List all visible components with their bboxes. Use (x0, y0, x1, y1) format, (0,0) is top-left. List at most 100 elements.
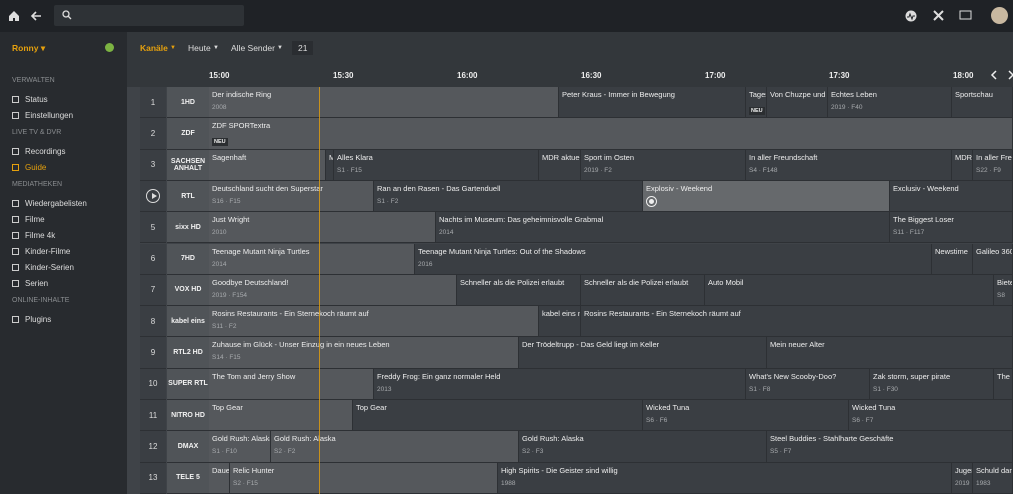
home-icon[interactable] (8, 10, 20, 22)
program[interactable]: Rosins Restaurants - Ein Sternekoch räum… (581, 306, 1013, 338)
program[interactable]: In aller Freu S22 · F9 (973, 149, 1013, 181)
nav-item[interactable]: Kinder-Filme (25, 247, 71, 256)
program[interactable]: Zak storm, super pirate S1 · F30 (870, 368, 994, 400)
channel-logo[interactable]: ZDF (167, 118, 209, 150)
program[interactable]: Freddy Frog: Ein ganz normaler Held 2013 (374, 368, 746, 400)
program[interactable]: Top Gear (209, 400, 353, 432)
program[interactable]: Schneller als die Polizei erlaubt (457, 274, 581, 307)
nav-item[interactable]: Wiedergabelisten (25, 199, 87, 208)
program[interactable]: MDR aktuell (539, 149, 581, 181)
program[interactable]: Daue (209, 462, 230, 494)
program[interactable]: Deutschland sucht den Superstar S16 · F15 (209, 180, 374, 213)
program[interactable]: kabel eins n (539, 306, 581, 338)
program-title: Von Chuzpe und S (770, 90, 828, 99)
program[interactable]: Von Chuzpe und S (767, 87, 828, 119)
nav-item[interactable]: Serien (25, 279, 49, 288)
program[interactable]: Peter Kraus - Immer in Bewegung (559, 87, 746, 119)
channel-logo[interactable]: sixx HD (167, 212, 209, 244)
next-arrow[interactable] (1006, 70, 1013, 80)
channel-logo[interactable]: 1HD (167, 87, 209, 119)
nav-item[interactable]: Guide (25, 163, 47, 172)
program[interactable]: Explosiv - Weekend (643, 180, 890, 213)
program-title: Jugen (955, 465, 972, 475)
program[interactable]: Nachts im Museum: Das geheimnisvolle Gra… (436, 212, 890, 244)
back-icon[interactable] (30, 10, 42, 22)
day-filter[interactable]: Heute (188, 43, 211, 53)
program[interactable]: Wicked Tuna S6 · F7 (849, 400, 1013, 432)
nav-item[interactable]: Plugins (25, 315, 52, 324)
channel-logo[interactable]: kabel eins (167, 306, 209, 338)
program[interactable]: Teenage Mutant Ninja Turtles 2014 (209, 243, 415, 275)
program[interactable]: Sportschau (952, 87, 1013, 119)
activity-icon[interactable] (905, 10, 917, 22)
group-filter[interactable]: Alle Sender (231, 43, 275, 53)
program[interactable]: Galileo 360 (973, 243, 1013, 275)
program[interactable]: What's New Scooby-Doo? S1 · F8 (746, 368, 870, 400)
nav-item[interactable]: Filme (25, 215, 45, 224)
channel-logo[interactable]: 7HD (167, 243, 209, 275)
program[interactable]: Jugen 2019 (952, 462, 973, 494)
program[interactable]: The Biggest Loser S11 · F117 (890, 212, 1013, 244)
channel-logo[interactable]: DMAX (167, 431, 209, 463)
channel-logo[interactable]: RTL (167, 180, 209, 213)
channel-logo[interactable]: TELE 5 (167, 462, 209, 494)
program-title: The Tom and Jerry Show (212, 371, 296, 381)
avatar[interactable] (991, 7, 1008, 24)
channel-logo[interactable]: SACHSEN ANHALT (167, 149, 209, 181)
channel-logo[interactable]: RTL2 HD (167, 337, 209, 369)
prev-arrow[interactable] (989, 70, 999, 80)
program[interactable]: Wicked Tuna S6 · F6 (643, 400, 849, 432)
user-name[interactable]: Ronny ▾ (12, 43, 46, 53)
program[interactable]: Sport im Osten 2019 · F2 (581, 149, 746, 181)
program[interactable]: Steel Buddies - Stahlharte Geschäfte S5 ·… (767, 431, 1013, 463)
search-box[interactable] (54, 5, 244, 26)
program[interactable]: Rosins Restaurants - Ein Sternekoch räum… (209, 306, 539, 338)
program[interactable]: Just Wright 2010 (209, 212, 436, 244)
channel-number-label: 10 (148, 379, 158, 389)
program[interactable]: Echtes Leben 2019 · F40 (828, 87, 952, 119)
program[interactable]: Schneller als die Polizei erlaubt (581, 274, 705, 307)
nav-item[interactable]: Status (25, 95, 48, 104)
program[interactable]: Gold Rush: Alaska S2 · F3 (519, 431, 767, 463)
program[interactable]: Sagenhaft (209, 149, 326, 181)
program[interactable]: High Spirits - Die Geister sind willig 19… (498, 462, 952, 494)
program[interactable]: M (326, 149, 334, 181)
program[interactable]: Teenage Mutant Ninja Turtles: Out of the… (415, 243, 932, 275)
program[interactable]: Zuhause im Glück - Unser Einzug in ein n… (209, 337, 519, 369)
program[interactable]: Tages NEU (746, 87, 767, 119)
program[interactable]: Alles Klara S1 · F15 (334, 149, 539, 181)
program[interactable]: Der indische Ring 2008 (209, 87, 559, 119)
program[interactable]: Auto Mobil (705, 274, 994, 307)
nav-item[interactable]: Einstellungen (25, 111, 74, 120)
channel-logo[interactable]: NITRO HD (167, 400, 209, 432)
program[interactable]: Ran an den Rasen - Das Gartenduell S1 · F… (374, 180, 643, 213)
nav-item[interactable]: Kinder-Serien (25, 263, 74, 272)
program[interactable]: Schuld dar 1983 (973, 462, 1013, 494)
program[interactable]: Exclusiv - Weekend (890, 180, 1013, 213)
nav-item[interactable]: Recordings (25, 147, 66, 156)
settings-icon[interactable] (932, 9, 945, 22)
program[interactable]: Der Trödeltrupp - Das Geld liegt im Kell… (519, 337, 767, 369)
program[interactable]: Biete S8 (994, 274, 1013, 307)
program[interactable]: In aller Freundschaft S4 · F148 (746, 149, 952, 181)
program[interactable]: Gold Rush: Alaska S1 · F10 (209, 431, 271, 463)
cast-icon[interactable] (959, 10, 972, 21)
play-button[interactable] (146, 189, 160, 204)
program[interactable]: The Tom and Jerry Show (209, 368, 374, 400)
channels-filter[interactable]: Kanäle (140, 43, 168, 53)
program-info: S2 · F2 (274, 448, 296, 456)
nav-item[interactable]: Filme 4k (25, 231, 56, 240)
program[interactable]: The T (994, 368, 1013, 400)
program[interactable]: Relic Hunter S2 · F15 (230, 462, 498, 494)
channel-logo[interactable]: SUPER RTL (167, 368, 209, 400)
program[interactable]: ZDF SPORTextra NEU (209, 118, 1013, 150)
program[interactable]: Goodbye Deutschland! 2019 · F154 (209, 274, 457, 307)
section-title: ONLINE-INHALTE (12, 297, 70, 304)
program-title: Schuld dar (976, 465, 1012, 475)
program[interactable]: Top Gear (353, 400, 643, 432)
program[interactable]: Mein neuer Alter (767, 337, 1013, 369)
program[interactable]: Gold Rush: Alaska S2 · F2 (271, 431, 519, 463)
channel-logo[interactable]: VOX HD (167, 274, 209, 307)
program[interactable]: Newstime (932, 243, 973, 275)
program[interactable]: MDR (952, 149, 973, 181)
